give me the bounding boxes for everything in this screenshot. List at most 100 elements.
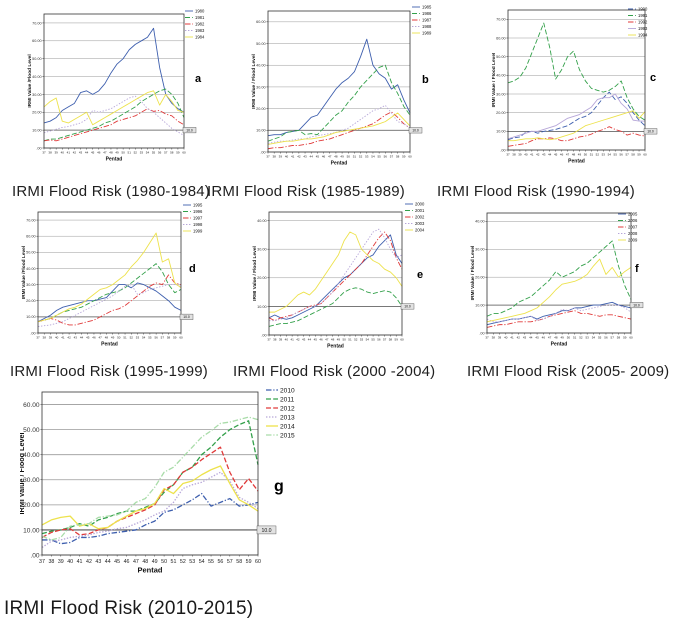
svg-text:53: 53 [189,559,195,565]
svg-text:10.0: 10.0 [183,315,190,319]
chart-panel-f: .00 10.00 20.00 30.00 40.00 37 38 39 40 41 42 43 44 4… [462,202,673,360]
svg-text:1992: 1992 [638,20,648,25]
svg-text:37: 37 [506,153,510,157]
svg-text:53: 53 [586,336,590,340]
chart-c-svg: .00 10.00 20.00 30.00 40.00 50.00 60.00 70.00 37… [492,7,658,165]
svg-text:1999: 1999 [193,229,203,234]
svg-text:58: 58 [631,153,635,157]
svg-text:57: 57 [625,153,629,157]
svg-text:40.00: 40.00 [256,64,266,68]
svg-text:42: 42 [73,151,77,155]
svg-text:57: 57 [161,336,165,340]
svg-text:55: 55 [614,153,618,157]
svg-text:47: 47 [133,559,139,565]
svg-text:43: 43 [74,336,78,340]
svg-text:41: 41 [291,155,295,159]
svg-text:10.00: 10.00 [256,129,266,133]
svg-text:52: 52 [579,336,583,340]
svg-text:51: 51 [171,559,177,565]
svg-text:IRMI Value /Flood Level: IRMI Value /Flood Level [27,54,33,107]
svg-text:1997: 1997 [193,216,203,221]
svg-text:43: 43 [523,336,527,340]
svg-text:38: 38 [512,153,516,157]
svg-text:2007: 2007 [628,225,638,230]
svg-text:39: 39 [498,336,502,340]
svg-text:f: f [635,263,639,275]
svg-text:1991: 1991 [638,13,648,18]
svg-text:10.0: 10.0 [186,128,193,132]
svg-text:58: 58 [170,151,174,155]
svg-text:48: 48 [331,338,335,342]
chart-panel-a: .00 10.00 20.00 30.00 40.00 50.00 60.00 70.00 37… [8,6,216,176]
svg-text:46: 46 [560,153,564,157]
svg-text:54: 54 [608,153,612,157]
svg-text:60.00: 60.00 [23,402,40,409]
svg-text:60.00: 60.00 [26,235,36,239]
svg-text:41: 41 [530,153,534,157]
svg-text:56: 56 [620,153,624,157]
svg-text:1990: 1990 [638,7,648,12]
svg-text:39: 39 [279,155,283,159]
svg-text:50: 50 [584,153,588,157]
svg-text:1985: 1985 [422,5,432,10]
svg-text:e: e [417,269,423,281]
svg-text:Pentad: Pentad [327,344,344,350]
caption-chart-f: IRMI Flood Risk (2005- 2009) [467,363,670,380]
svg-text:44: 44 [529,336,533,340]
svg-text:57: 57 [227,559,233,565]
svg-text:g: g [274,478,284,495]
svg-text:10.0: 10.0 [261,528,271,534]
svg-text:20.00: 20.00 [26,299,36,303]
svg-text:2014: 2014 [280,423,295,430]
chart-panel-g: .00 10.00 20.00 30.00 40.00 50.00 60.00 37 38 39 4… [20,385,312,585]
svg-text:c: c [650,72,656,84]
svg-text:48: 48 [105,336,109,340]
svg-text:30.00: 30.00 [23,477,40,484]
svg-text:51: 51 [123,336,127,340]
svg-text:IRMI Value / Flood Level: IRMI Value / Flood Level [20,433,26,515]
chart-d-svg: .00 10.00 20.00 30.00 40.00 50.00 60.00 70.00 37… [21,203,203,348]
svg-text:45: 45 [114,559,120,565]
svg-text:40: 40 [55,336,59,340]
svg-text:10.00: 10.00 [26,315,36,319]
svg-text:49: 49 [337,338,341,342]
svg-text:IRMI Value / Flood Level: IRMI Value / Flood Level [470,246,476,301]
svg-text:.00: .00 [479,331,484,335]
svg-text:50.00: 50.00 [26,251,36,255]
svg-text:44: 44 [80,336,84,340]
svg-text:30.00: 30.00 [32,93,42,97]
svg-text:50: 50 [343,338,347,342]
svg-text:42: 42 [297,155,301,159]
svg-text:49: 49 [560,336,564,340]
svg-text:44: 44 [308,338,312,342]
svg-text:2006: 2006 [628,218,638,223]
svg-text:1993: 1993 [638,26,648,31]
svg-text:49: 49 [111,336,115,340]
svg-text:55: 55 [152,151,156,155]
svg-text:60: 60 [400,338,404,342]
svg-text:56: 56 [158,151,162,155]
svg-text:1984: 1984 [195,35,205,40]
svg-text:40: 40 [524,153,528,157]
svg-text:Pentad: Pentad [568,159,585,165]
svg-text:59: 59 [395,338,399,342]
svg-text:45: 45 [316,155,320,159]
svg-text:60.00: 60.00 [496,36,506,40]
svg-text:60: 60 [408,155,412,159]
svg-text:10.00: 10.00 [257,305,267,309]
svg-text:41: 41 [290,338,294,342]
svg-text:.00: .00 [500,148,505,152]
chart-panel-c: .00 10.00 20.00 30.00 40.00 50.00 60.00 70.00 37… [492,4,673,176]
chart-panel-d: .00 10.00 20.00 30.00 40.00 50.00 60.00 70.00 37… [8,202,213,362]
svg-text:41: 41 [61,336,65,340]
svg-text:47: 47 [103,151,107,155]
svg-text:56: 56 [384,155,388,159]
svg-text:50.00: 50.00 [23,427,40,434]
svg-text:60: 60 [643,153,647,157]
svg-text:50.00: 50.00 [496,55,506,59]
svg-text:70.00: 70.00 [26,218,36,222]
svg-text:2011: 2011 [280,396,295,403]
svg-text:58: 58 [389,338,393,342]
